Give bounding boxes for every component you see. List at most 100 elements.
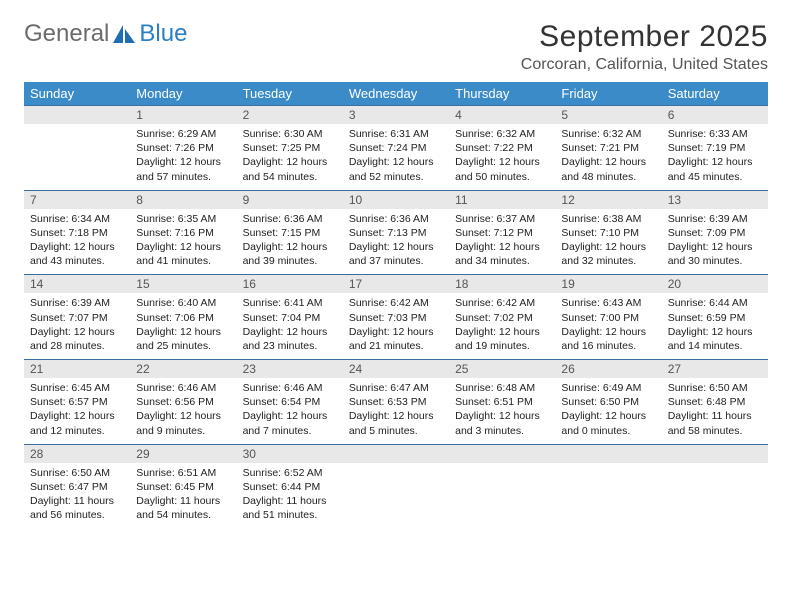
day-sr: Sunrise: 6:49 AM (561, 381, 655, 395)
day-ss: Sunset: 7:21 PM (561, 141, 655, 155)
day-ss: Sunset: 7:12 PM (455, 226, 549, 240)
day-number-cell: 6 (662, 106, 768, 125)
day-d1: Daylight: 12 hours (561, 409, 655, 423)
day-ss: Sunset: 6:54 PM (243, 395, 337, 409)
day-d1: Daylight: 12 hours (455, 155, 549, 169)
day-number-cell: 18 (449, 275, 555, 294)
day-content-cell (449, 463, 555, 529)
day-ss: Sunset: 7:26 PM (136, 141, 230, 155)
week-daynum-row: 123456 (24, 106, 768, 125)
day-d2: and 16 minutes. (561, 339, 655, 353)
day-ss: Sunset: 7:10 PM (561, 226, 655, 240)
brand-word1: General (24, 20, 109, 48)
day-content-cell: Sunrise: 6:46 AMSunset: 6:54 PMDaylight:… (237, 378, 343, 444)
day-content-cell: Sunrise: 6:51 AMSunset: 6:45 PMDaylight:… (130, 463, 236, 529)
page-header: General Blue September 2025 Corcoran, Ca… (24, 20, 768, 74)
day-d1: Daylight: 12 hours (136, 325, 230, 339)
day-sr: Sunrise: 6:52 AM (243, 466, 337, 480)
day-content-cell: Sunrise: 6:48 AMSunset: 6:51 PMDaylight:… (449, 378, 555, 444)
week-content-row: Sunrise: 6:45 AMSunset: 6:57 PMDaylight:… (24, 378, 768, 444)
day-number-cell: 15 (130, 275, 236, 294)
day-number-cell: 27 (662, 360, 768, 379)
brand-logo: General Blue (24, 20, 193, 48)
day-d2: and 3 minutes. (455, 424, 549, 438)
day-number-cell: 2 (237, 106, 343, 125)
day-ss: Sunset: 6:56 PM (136, 395, 230, 409)
week-content-row: Sunrise: 6:34 AMSunset: 7:18 PMDaylight:… (24, 209, 768, 275)
day-content-cell: Sunrise: 6:52 AMSunset: 6:44 PMDaylight:… (237, 463, 343, 529)
day-sr: Sunrise: 6:47 AM (349, 381, 443, 395)
day-number-cell: 17 (343, 275, 449, 294)
day-sr: Sunrise: 6:36 AM (349, 212, 443, 226)
day-content-cell: Sunrise: 6:35 AMSunset: 7:16 PMDaylight:… (130, 209, 236, 275)
day-d1: Daylight: 12 hours (243, 155, 337, 169)
day-content-cell: Sunrise: 6:45 AMSunset: 6:57 PMDaylight:… (24, 378, 130, 444)
day-number-cell (343, 444, 449, 463)
day-d2: and 9 minutes. (136, 424, 230, 438)
day-content-cell: Sunrise: 6:40 AMSunset: 7:06 PMDaylight:… (130, 293, 236, 359)
day-content-cell: Sunrise: 6:46 AMSunset: 6:56 PMDaylight:… (130, 378, 236, 444)
day-number-cell: 12 (555, 190, 661, 209)
day-number-cell: 14 (24, 275, 130, 294)
day-d1: Daylight: 12 hours (561, 325, 655, 339)
day-sr: Sunrise: 6:45 AM (30, 381, 124, 395)
day-ss: Sunset: 7:00 PM (561, 311, 655, 325)
day-d2: and 57 minutes. (136, 170, 230, 184)
day-number-cell: 11 (449, 190, 555, 209)
day-sr: Sunrise: 6:32 AM (455, 127, 549, 141)
day-d1: Daylight: 12 hours (30, 325, 124, 339)
day-d2: and 43 minutes. (30, 254, 124, 268)
day-number-cell (662, 444, 768, 463)
day-d2: and 32 minutes. (561, 254, 655, 268)
day-d2: and 51 minutes. (243, 508, 337, 522)
day-sr: Sunrise: 6:46 AM (243, 381, 337, 395)
day-d2: and 25 minutes. (136, 339, 230, 353)
day-d1: Daylight: 12 hours (30, 240, 124, 254)
day-number-cell: 22 (130, 360, 236, 379)
title-block: September 2025 Corcoran, California, Uni… (521, 20, 768, 74)
day-ss: Sunset: 6:53 PM (349, 395, 443, 409)
day-number-cell: 26 (555, 360, 661, 379)
day-content-cell: Sunrise: 6:39 AMSunset: 7:09 PMDaylight:… (662, 209, 768, 275)
day-sr: Sunrise: 6:35 AM (136, 212, 230, 226)
day-content-cell: Sunrise: 6:42 AMSunset: 7:03 PMDaylight:… (343, 293, 449, 359)
day-d1: Daylight: 12 hours (561, 240, 655, 254)
dayhead-mon: Monday (130, 82, 236, 106)
month-title: September 2025 (521, 20, 768, 54)
day-ss: Sunset: 7:06 PM (136, 311, 230, 325)
day-d1: Daylight: 12 hours (243, 240, 337, 254)
day-sr: Sunrise: 6:42 AM (349, 296, 443, 310)
day-sr: Sunrise: 6:41 AM (243, 296, 337, 310)
day-d1: Daylight: 12 hours (455, 409, 549, 423)
day-number-cell: 1 (130, 106, 236, 125)
day-d1: Daylight: 12 hours (349, 409, 443, 423)
day-content-cell (24, 124, 130, 190)
calendar-table: Sunday Monday Tuesday Wednesday Thursday… (24, 82, 768, 528)
day-ss: Sunset: 7:09 PM (668, 226, 762, 240)
day-ss: Sunset: 6:51 PM (455, 395, 549, 409)
day-d1: Daylight: 12 hours (668, 155, 762, 169)
day-d2: and 0 minutes. (561, 424, 655, 438)
day-d2: and 7 minutes. (243, 424, 337, 438)
day-ss: Sunset: 7:03 PM (349, 311, 443, 325)
day-content-cell: Sunrise: 6:43 AMSunset: 7:00 PMDaylight:… (555, 293, 661, 359)
brand-word2: Blue (139, 20, 187, 48)
day-d2: and 5 minutes. (349, 424, 443, 438)
day-ss: Sunset: 6:48 PM (668, 395, 762, 409)
day-content-cell: Sunrise: 6:42 AMSunset: 7:02 PMDaylight:… (449, 293, 555, 359)
dayhead-fri: Friday (555, 82, 661, 106)
day-content-cell: Sunrise: 6:34 AMSunset: 7:18 PMDaylight:… (24, 209, 130, 275)
day-content-cell: Sunrise: 6:30 AMSunset: 7:25 PMDaylight:… (237, 124, 343, 190)
day-d2: and 45 minutes. (668, 170, 762, 184)
day-d1: Daylight: 12 hours (561, 155, 655, 169)
day-d2: and 23 minutes. (243, 339, 337, 353)
day-ss: Sunset: 6:45 PM (136, 480, 230, 494)
day-number-cell: 30 (237, 444, 343, 463)
day-ss: Sunset: 7:16 PM (136, 226, 230, 240)
day-sr: Sunrise: 6:39 AM (668, 212, 762, 226)
day-content-cell (343, 463, 449, 529)
day-ss: Sunset: 7:25 PM (243, 141, 337, 155)
day-d1: Daylight: 12 hours (243, 409, 337, 423)
day-content-cell: Sunrise: 6:37 AMSunset: 7:12 PMDaylight:… (449, 209, 555, 275)
day-content-cell: Sunrise: 6:38 AMSunset: 7:10 PMDaylight:… (555, 209, 661, 275)
